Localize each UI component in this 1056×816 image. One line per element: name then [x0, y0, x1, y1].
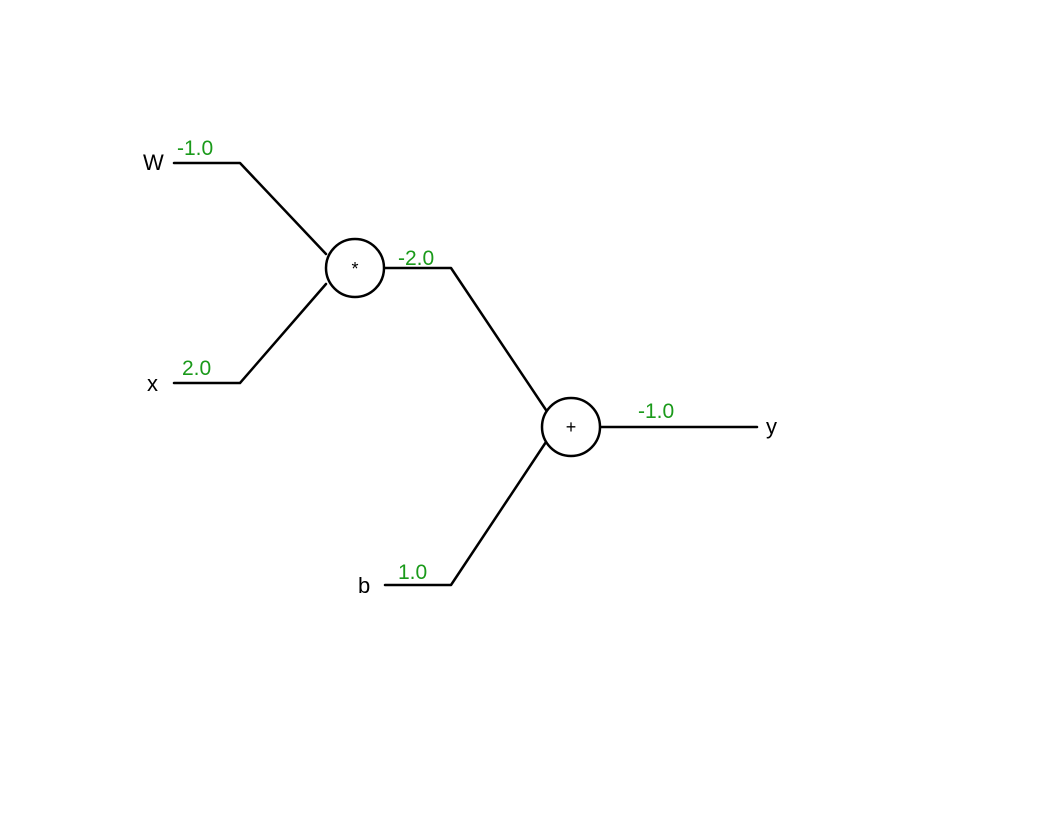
value-add-output: -1.0 — [638, 400, 674, 423]
output-label-y: y — [766, 414, 777, 439]
input-label-b: b — [358, 573, 370, 598]
value-b: 1.0 — [398, 561, 427, 584]
wire-b-to-add — [383, 440, 548, 587]
input-label-x: x — [147, 371, 158, 396]
multiply-symbol: * — [351, 259, 358, 279]
wire-w-to-multiply — [172, 161, 328, 256]
add-symbol: + — [566, 417, 577, 437]
value-multiply-output: -2.0 — [398, 247, 434, 270]
input-label-w: W — [143, 150, 164, 175]
add-node: + — [540, 396, 602, 458]
wire-multiply-to-add — [382, 266, 548, 412]
multiply-node: * — [324, 237, 386, 299]
wire-x-to-multiply — [172, 282, 328, 385]
value-w: -1.0 — [177, 137, 213, 160]
value-x: 2.0 — [182, 357, 211, 380]
